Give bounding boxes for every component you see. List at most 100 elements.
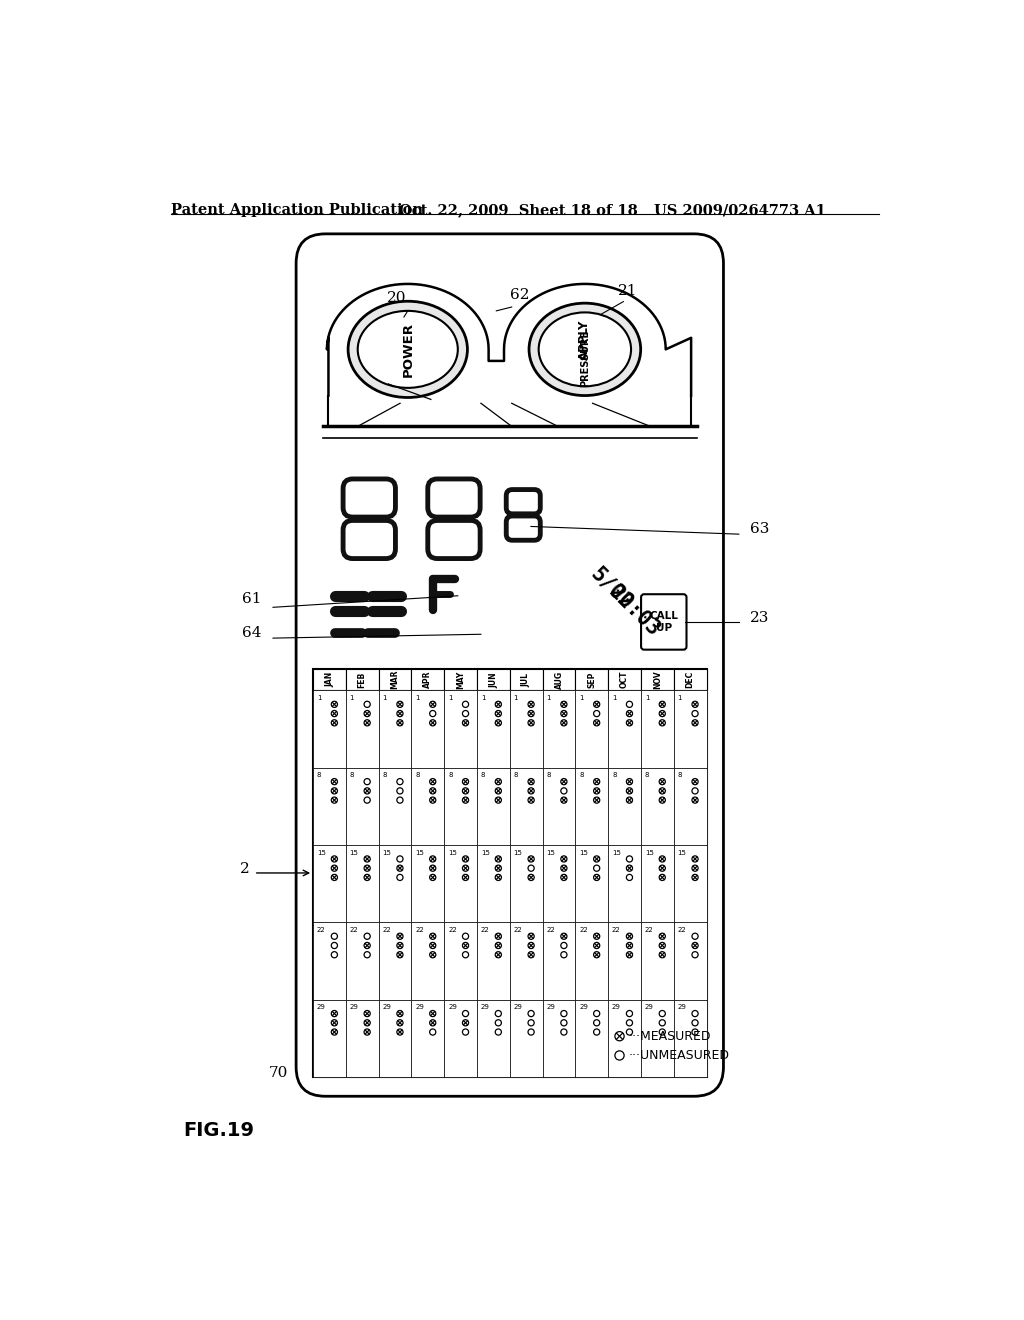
Text: 29: 29 xyxy=(514,1005,522,1010)
Bar xyxy=(313,923,346,999)
Text: 15: 15 xyxy=(645,850,653,855)
Text: 15: 15 xyxy=(349,850,358,855)
Bar xyxy=(608,845,641,923)
Bar xyxy=(575,669,608,690)
Text: US 2009/0264773 A1: US 2009/0264773 A1 xyxy=(654,203,826,216)
Text: 22: 22 xyxy=(645,927,653,933)
Bar xyxy=(412,999,444,1077)
Text: ···MEASURED: ···MEASURED xyxy=(629,1030,712,1043)
Bar xyxy=(674,999,707,1077)
FancyBboxPatch shape xyxy=(641,594,686,649)
Text: 8: 8 xyxy=(612,772,616,779)
Text: 23: 23 xyxy=(751,611,770,624)
Text: APPLY: APPLY xyxy=(579,319,592,360)
Bar xyxy=(346,690,379,768)
Bar xyxy=(477,768,510,845)
Text: 1: 1 xyxy=(316,696,322,701)
Text: JAN: JAN xyxy=(325,672,334,688)
Bar xyxy=(641,999,674,1077)
Text: 8: 8 xyxy=(580,772,584,779)
Ellipse shape xyxy=(539,313,631,387)
Text: 8: 8 xyxy=(481,772,485,779)
Bar xyxy=(444,669,477,690)
Bar xyxy=(313,669,346,690)
Bar xyxy=(641,923,674,999)
Text: CALL
UP: CALL UP xyxy=(649,611,678,634)
Bar xyxy=(477,669,510,690)
Text: 1: 1 xyxy=(514,696,518,701)
Text: 61: 61 xyxy=(242,593,261,606)
Text: 20:03: 20:03 xyxy=(605,582,665,640)
Text: 8: 8 xyxy=(416,772,420,779)
Bar xyxy=(510,768,543,845)
Text: 22: 22 xyxy=(612,927,621,933)
Bar xyxy=(575,690,608,768)
Bar xyxy=(346,768,379,845)
Bar xyxy=(543,923,575,999)
Bar xyxy=(543,999,575,1077)
Text: 21: 21 xyxy=(617,285,637,298)
Text: FIG.19: FIG.19 xyxy=(183,1121,254,1140)
Bar xyxy=(641,845,674,923)
Bar xyxy=(575,845,608,923)
Text: 15: 15 xyxy=(514,850,522,855)
Bar xyxy=(313,669,707,1077)
Ellipse shape xyxy=(529,304,641,396)
Text: 5/02: 5/02 xyxy=(587,564,637,612)
Text: 1: 1 xyxy=(349,696,354,701)
Bar xyxy=(641,768,674,845)
Bar xyxy=(379,768,412,845)
Text: 22: 22 xyxy=(349,927,358,933)
Text: 29: 29 xyxy=(547,1005,555,1010)
Text: 22: 22 xyxy=(547,927,555,933)
Text: FEB: FEB xyxy=(357,672,367,688)
FancyBboxPatch shape xyxy=(296,234,724,1096)
Text: 1: 1 xyxy=(678,696,682,701)
Text: 8: 8 xyxy=(449,772,453,779)
Text: 15: 15 xyxy=(547,850,555,855)
Text: 22: 22 xyxy=(316,927,326,933)
Text: 1: 1 xyxy=(449,696,453,701)
Text: Oct. 22, 2009  Sheet 18 of 18: Oct. 22, 2009 Sheet 18 of 18 xyxy=(398,203,637,216)
Text: Patent Application Publication: Patent Application Publication xyxy=(171,203,423,216)
Text: 22: 22 xyxy=(580,927,588,933)
Text: PRESSURE: PRESSURE xyxy=(580,330,590,387)
Bar xyxy=(477,845,510,923)
Bar xyxy=(608,768,641,845)
Text: 20: 20 xyxy=(386,290,406,305)
Text: 29: 29 xyxy=(383,1005,391,1010)
Text: NOV: NOV xyxy=(653,671,662,689)
Bar xyxy=(412,690,444,768)
Text: 22: 22 xyxy=(383,927,391,933)
Bar xyxy=(346,845,379,923)
Text: MAR: MAR xyxy=(390,671,399,689)
Bar xyxy=(608,923,641,999)
Bar xyxy=(510,669,543,690)
Bar xyxy=(510,999,543,1077)
Text: 29: 29 xyxy=(645,1005,653,1010)
Bar xyxy=(477,690,510,768)
Text: 1: 1 xyxy=(416,696,420,701)
Text: 64: 64 xyxy=(242,626,261,640)
Bar xyxy=(313,768,346,845)
Text: 15: 15 xyxy=(481,850,489,855)
Bar xyxy=(313,690,346,768)
Bar xyxy=(412,923,444,999)
Bar xyxy=(477,999,510,1077)
Bar xyxy=(608,690,641,768)
Text: 15: 15 xyxy=(580,850,588,855)
Bar xyxy=(674,768,707,845)
Text: 1: 1 xyxy=(547,696,551,701)
Text: 8: 8 xyxy=(547,772,551,779)
Bar xyxy=(543,768,575,845)
Text: 15: 15 xyxy=(383,850,391,855)
Text: AUG: AUG xyxy=(554,671,563,689)
Bar xyxy=(313,845,346,923)
Text: 29: 29 xyxy=(612,1005,621,1010)
Bar xyxy=(510,845,543,923)
Text: 15: 15 xyxy=(316,850,326,855)
Bar xyxy=(575,768,608,845)
Bar xyxy=(444,768,477,845)
Text: 8: 8 xyxy=(645,772,649,779)
Bar xyxy=(379,669,412,690)
